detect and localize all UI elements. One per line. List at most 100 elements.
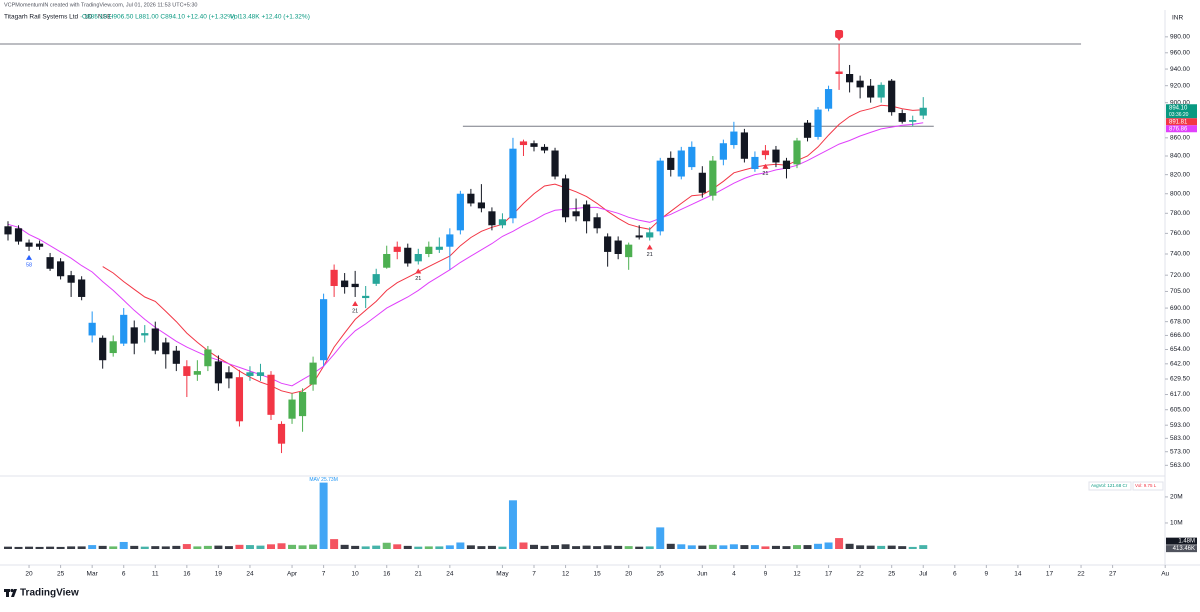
candle-body: [888, 80, 896, 113]
volume-bar: [877, 545, 886, 549]
y-tick-label: 629.50: [1170, 376, 1190, 383]
candle-body: [803, 122, 812, 138]
y-tick-label: 605.00: [1170, 406, 1190, 413]
volume-bar: [477, 546, 486, 549]
candle-body: [540, 146, 549, 151]
candle-body: [467, 193, 475, 204]
x-tick-label: 25: [888, 571, 896, 578]
volume-bar: [740, 545, 749, 549]
volume-legend-box: [1132, 481, 1164, 491]
price-tag: [1166, 104, 1197, 119]
volume-bar: [572, 546, 581, 549]
candle-body: [351, 283, 359, 288]
y-tick-label: 760.00: [1170, 230, 1190, 237]
volume-bar: [466, 545, 475, 549]
volume-bar: [614, 545, 623, 549]
candle-body: [772, 149, 780, 163]
candle-body: [635, 235, 643, 238]
candle-body: [4, 226, 12, 235]
volume-bar: [771, 545, 780, 549]
volume-bar: [824, 542, 833, 549]
signal-triangle: [415, 268, 422, 274]
x-tick-label: 15: [594, 571, 602, 578]
price-tag-label: 891.81: [1169, 119, 1188, 125]
volume-bar: [719, 545, 728, 549]
candle-body: [46, 257, 54, 269]
candle-body: [688, 146, 696, 168]
volume-bar: [372, 545, 381, 549]
candle-body: [877, 84, 885, 98]
volume-tag: [1166, 545, 1197, 553]
volume-bar: [25, 546, 34, 549]
candle-body: [867, 85, 875, 98]
volume-bar: [540, 545, 549, 549]
y-tick-label: 900.00: [1170, 99, 1190, 106]
volume-bar: [708, 544, 717, 549]
volume-peak-label: MAV 25.73M: [309, 477, 338, 483]
volume-bar: [551, 545, 560, 549]
flag-marker-tip: [837, 37, 842, 41]
y-tick-label: 780.00: [1170, 210, 1190, 217]
x-tick-label: 27: [1109, 571, 1117, 578]
candle-body: [456, 193, 464, 231]
volume-bar: [866, 545, 875, 549]
volume-bar: [35, 546, 44, 549]
candle-body: [67, 275, 75, 283]
volume-bar: [624, 546, 633, 549]
volume-bar: [330, 539, 339, 549]
volume-bar: [361, 546, 370, 549]
x-tick-label: 21: [415, 571, 423, 578]
signal-label: 58: [26, 262, 32, 268]
x-tick-label: 9: [764, 571, 768, 578]
candle-body: [530, 143, 538, 147]
candle-body: [919, 107, 927, 116]
volume-bar: [235, 544, 244, 549]
x-tick-label: 25: [57, 571, 65, 578]
volume-bar: [898, 546, 907, 549]
candle-body: [330, 269, 338, 286]
candle-body: [25, 242, 33, 247]
candle-body: [372, 274, 380, 284]
x-tick-label: 10: [352, 571, 360, 578]
volume-tag-label: 1.48M: [1178, 539, 1195, 545]
candle-body: [709, 160, 717, 196]
moving-average-line: [7, 122, 924, 387]
x-tick-label: 24: [246, 571, 254, 578]
y-tick-label: 920.00: [1170, 82, 1190, 89]
price-tag-label: 876.86: [1169, 126, 1188, 132]
candle-body: [698, 172, 706, 193]
candle-body: [740, 132, 748, 159]
volume-bar: [530, 544, 538, 549]
x-tick-label: 20: [25, 571, 33, 578]
x-tick-label: 12: [793, 571, 801, 578]
x-tick-label: 17: [825, 571, 833, 578]
candle-body: [162, 342, 170, 355]
volume-tick-label: 20M: [1170, 494, 1183, 501]
volume-bar: [487, 545, 496, 549]
volume-bar: [729, 544, 738, 549]
volume-bar: [403, 545, 412, 549]
candle-body: [667, 157, 675, 170]
candle-body: [99, 337, 107, 361]
candle-body: [898, 113, 906, 122]
volume-tag: [1166, 537, 1197, 545]
candle-body: [109, 341, 117, 354]
volume-bar: [77, 546, 86, 549]
volume-bar: [393, 544, 402, 549]
candle-body: [425, 246, 433, 254]
candle-body: [561, 178, 570, 218]
volume-bar: [519, 542, 528, 549]
candle-body: [509, 148, 517, 219]
volume-bar: [172, 545, 181, 549]
candle-body: [656, 160, 664, 232]
volume-bar: [67, 546, 76, 549]
y-tick-label: 666.00: [1170, 332, 1190, 339]
volume-bar: [814, 543, 823, 549]
x-tick-label: May: [496, 571, 509, 578]
y-tick-label: 573.00: [1170, 448, 1190, 455]
x-tick-label: Jul: [919, 571, 928, 578]
volume-bar: [698, 545, 707, 549]
candle-body: [719, 143, 727, 160]
y-tick-label: 840.00: [1170, 153, 1190, 160]
candle-body: [782, 160, 791, 170]
